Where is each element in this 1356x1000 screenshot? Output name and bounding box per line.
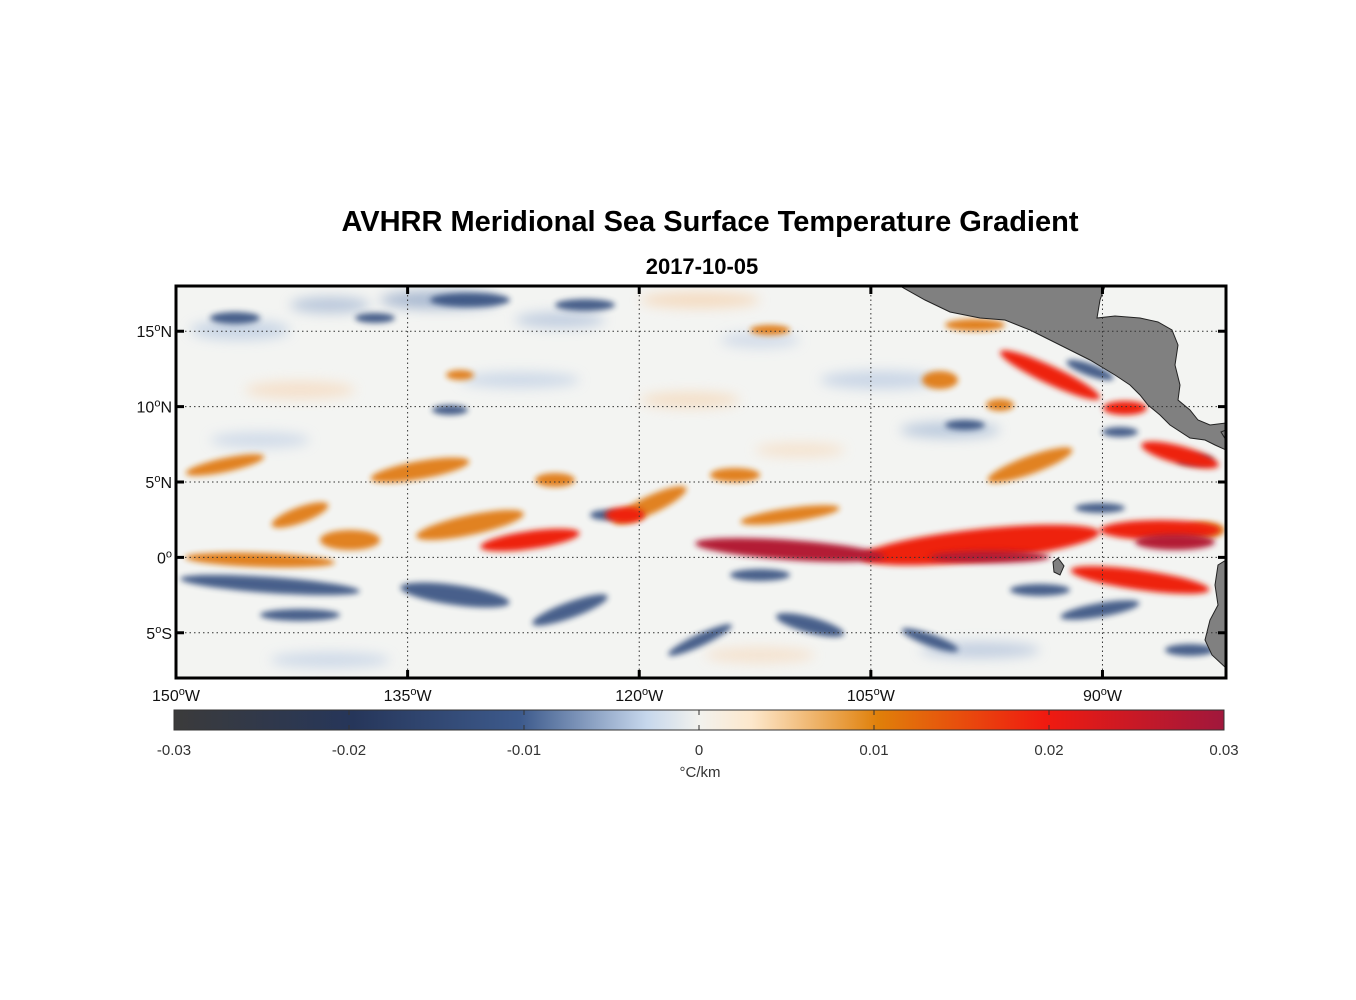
sst-gradient-field [176, 286, 1226, 678]
map-title: AVHRR Meridional Sea Surface Temperature… [341, 206, 1079, 238]
colorbar-tick-label: 0.01 [859, 742, 888, 759]
lat-tick-label: 10oN [137, 398, 172, 417]
lon-tick-label: 120oW [615, 686, 664, 705]
lon-tick-label: 135oW [384, 686, 433, 705]
lon-tick-label: 150oW [152, 686, 201, 705]
land-south-america [1204, 559, 1226, 669]
colorbar-tick-label: -0.02 [332, 742, 366, 759]
lat-tick-label: 15oN [137, 322, 172, 341]
colorbar-tick-label: 0.02 [1034, 742, 1063, 759]
map-date: 2017-10-05 [645, 254, 759, 279]
lat-tick-label: 0o [157, 548, 172, 567]
lat-tick-label: 5oS [146, 624, 172, 643]
lat-tick-label: 5oN [145, 473, 172, 492]
colorbar-tick-label: -0.03 [157, 742, 191, 759]
lon-tick-label: 90oW [1083, 686, 1123, 705]
lon-tick-label: 105oW [847, 686, 896, 705]
colorbar-tick-label: 0.03 [1209, 742, 1238, 759]
land-central-america [898, 286, 1226, 451]
colorbar-tick-label: -0.01 [507, 742, 541, 759]
axis-ticks: 15oN 10oN 5oN 0o 5oS 150oW 135oW 120oW 105oW 90oW [137, 286, 1226, 705]
colorbar-ticks: -0.03 -0.02 -0.01 0 0.01 0.02 0.03 [157, 710, 1239, 759]
colorbar-tick-label: 0 [695, 742, 703, 759]
colorbar-units: °C/km [679, 764, 721, 781]
land-galapagos [1052, 557, 1065, 576]
